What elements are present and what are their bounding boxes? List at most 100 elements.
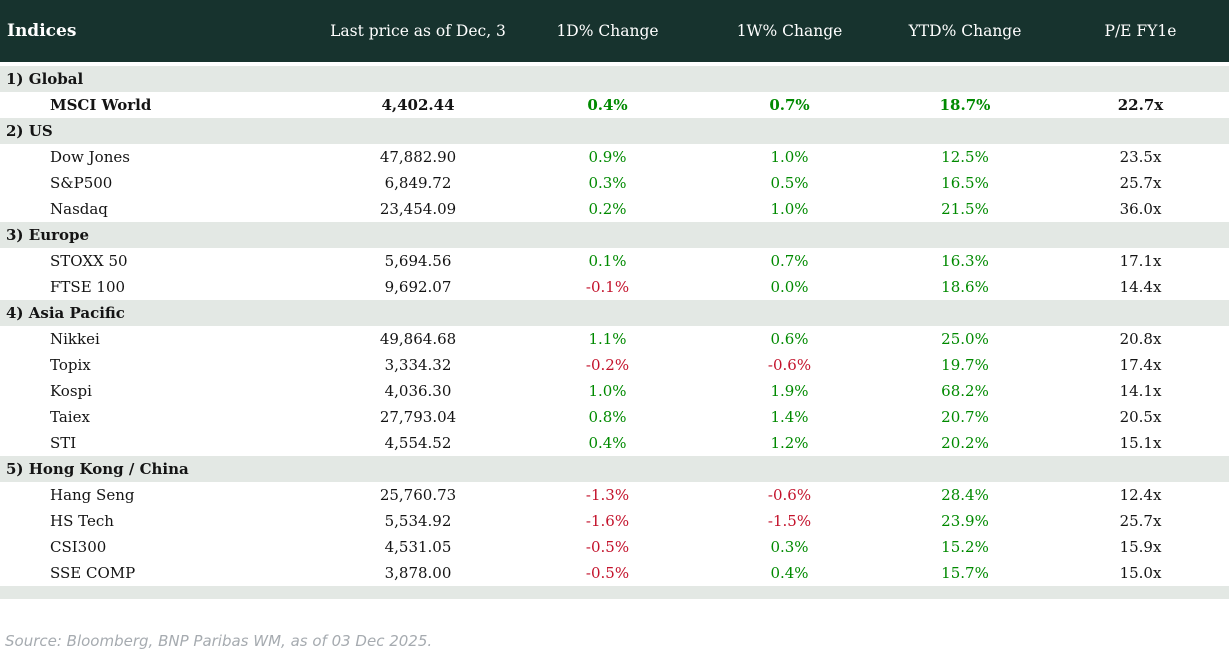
change-1d: 0.9%	[588, 148, 627, 166]
column-header-pe-fy1e: P/E FY1e	[1104, 22, 1177, 40]
change-1d: 0.1%	[588, 252, 627, 270]
table-row: CSI300 4,531.05 -0.5% 0.3% 15.2% 15.9x	[0, 534, 1229, 560]
change-1d: 0.8%	[588, 408, 627, 426]
table-footer-bar	[0, 586, 1229, 599]
change-1d: -0.5%	[585, 538, 630, 556]
pe-ratio: 20.8x	[1119, 330, 1162, 348]
change-1w: 1.9%	[770, 382, 809, 400]
change-ytd: 28.4%	[941, 486, 989, 504]
index-name: Taiex	[50, 408, 90, 426]
change-1w: 0.0%	[770, 278, 809, 296]
index-name: Topix	[50, 356, 91, 374]
index-name: HS Tech	[50, 512, 114, 530]
change-1d: 0.4%	[588, 434, 627, 452]
last-price: 6,849.72	[384, 174, 452, 192]
index-name: Hang Seng	[50, 486, 135, 504]
change-1d: 0.3%	[588, 174, 627, 192]
change-ytd: 16.5%	[941, 174, 989, 192]
section-row: 3) Europe	[0, 222, 1229, 248]
change-1w: 0.3%	[770, 538, 809, 556]
change-1d: 0.2%	[588, 200, 627, 218]
pe-ratio: 17.1x	[1119, 252, 1162, 270]
index-name: S&P500	[50, 174, 113, 192]
change-1w: 0.5%	[770, 174, 809, 192]
table-row: STI 4,554.52 0.4% 1.2% 20.2% 15.1x	[0, 430, 1229, 456]
table-row: Dow Jones 47,882.90 0.9% 1.0% 12.5% 23.5x	[0, 144, 1229, 170]
change-ytd: 20.7%	[941, 408, 989, 426]
section-label: 1) Global	[6, 70, 84, 88]
pe-ratio: 15.0x	[1119, 564, 1162, 582]
last-price: 49,864.68	[379, 330, 457, 348]
change-ytd: 18.6%	[941, 278, 989, 296]
last-price: 5,694.56	[384, 252, 452, 270]
table-row: SSE COMP 3,878.00 -0.5% 0.4% 15.7% 15.0x	[0, 560, 1229, 586]
change-1w: -0.6%	[767, 356, 812, 374]
table-row: Hang Seng 25,760.73 -1.3% -0.6% 28.4% 12.4x	[0, 482, 1229, 508]
index-name: Nikkei	[50, 330, 100, 348]
pe-ratio: 20.5x	[1119, 408, 1162, 426]
last-price: 23,454.09	[379, 200, 457, 218]
change-1w: 0.7%	[770, 252, 809, 270]
change-1d: 0.4%	[587, 96, 628, 114]
last-price: 4,531.05	[384, 538, 452, 556]
section-label: 2) US	[6, 122, 53, 140]
change-ytd: 23.9%	[941, 512, 989, 530]
pe-ratio: 17.4x	[1119, 356, 1162, 374]
section-row: 2) US	[0, 118, 1229, 144]
pe-ratio: 15.1x	[1119, 434, 1162, 452]
change-1w: 0.6%	[770, 330, 809, 348]
column-header-ytd-change: YTD% Change	[908, 22, 1022, 40]
table-row: Nikkei 49,864.68 1.1% 0.6% 25.0% 20.8x	[0, 326, 1229, 352]
change-1w: 0.4%	[770, 564, 809, 582]
column-header-indices: Indices	[7, 21, 77, 41]
pe-ratio: 22.7x	[1117, 96, 1164, 114]
section-row: 5) Hong Kong / China	[0, 456, 1229, 482]
source-note: Source: Bloomberg, BNP Paribas WM, as of…	[5, 632, 433, 650]
change-ytd: 12.5%	[941, 148, 989, 166]
change-1w: -0.6%	[767, 486, 812, 504]
change-ytd: 18.7%	[939, 96, 991, 114]
section-row: 1) Global	[0, 66, 1229, 92]
change-1d: 1.0%	[588, 382, 627, 400]
change-ytd: 68.2%	[941, 382, 989, 400]
change-1w: 1.0%	[770, 200, 809, 218]
last-price: 4,402.44	[381, 96, 455, 114]
section-label: 5) Hong Kong / China	[6, 460, 189, 478]
pe-ratio: 25.7x	[1119, 512, 1162, 530]
change-1d: -0.2%	[585, 356, 630, 374]
last-price: 4,554.52	[384, 434, 452, 452]
change-1w: 1.2%	[770, 434, 809, 452]
section-label: 3) Europe	[6, 226, 90, 244]
last-price: 27,793.04	[379, 408, 457, 426]
index-name: Dow Jones	[50, 148, 130, 166]
pe-ratio: 23.5x	[1119, 148, 1162, 166]
pe-ratio: 14.4x	[1119, 278, 1162, 296]
section-label: 4) Asia Pacific	[6, 304, 125, 322]
change-1w: 0.7%	[769, 96, 810, 114]
change-1d: -0.5%	[585, 564, 630, 582]
last-price: 47,882.90	[379, 148, 457, 166]
table-row: S&P500 6,849.72 0.3% 0.5% 16.5% 25.7x	[0, 170, 1229, 196]
change-1w: -1.5%	[767, 512, 812, 530]
pe-ratio: 12.4x	[1119, 486, 1162, 504]
last-price: 5,534.92	[384, 512, 452, 530]
change-1d: 1.1%	[588, 330, 627, 348]
pe-ratio: 15.9x	[1119, 538, 1162, 556]
change-ytd: 21.5%	[941, 200, 989, 218]
table-row: MSCI World 4,402.44 0.4% 0.7% 18.7% 22.7x	[0, 92, 1229, 118]
change-1w: 1.4%	[770, 408, 809, 426]
index-name: STOXX 50	[50, 252, 128, 270]
pe-ratio: 14.1x	[1119, 382, 1162, 400]
table-row: STOXX 50 5,694.56 0.1% 0.7% 16.3% 17.1x	[0, 248, 1229, 274]
change-ytd: 16.3%	[941, 252, 989, 270]
index-name: Nasdaq	[50, 200, 108, 218]
table-header-row: Indices Last price as of Dec, 3 1D% Chan…	[0, 0, 1229, 62]
index-name: STI	[50, 434, 77, 452]
last-price: 3,878.00	[384, 564, 452, 582]
change-ytd: 15.7%	[941, 564, 989, 582]
change-ytd: 20.2%	[941, 434, 989, 452]
index-name: CSI300	[50, 538, 107, 556]
change-1d: -1.3%	[585, 486, 630, 504]
table-row: FTSE 100 9,692.07 -0.1% 0.0% 18.6% 14.4x	[0, 274, 1229, 300]
